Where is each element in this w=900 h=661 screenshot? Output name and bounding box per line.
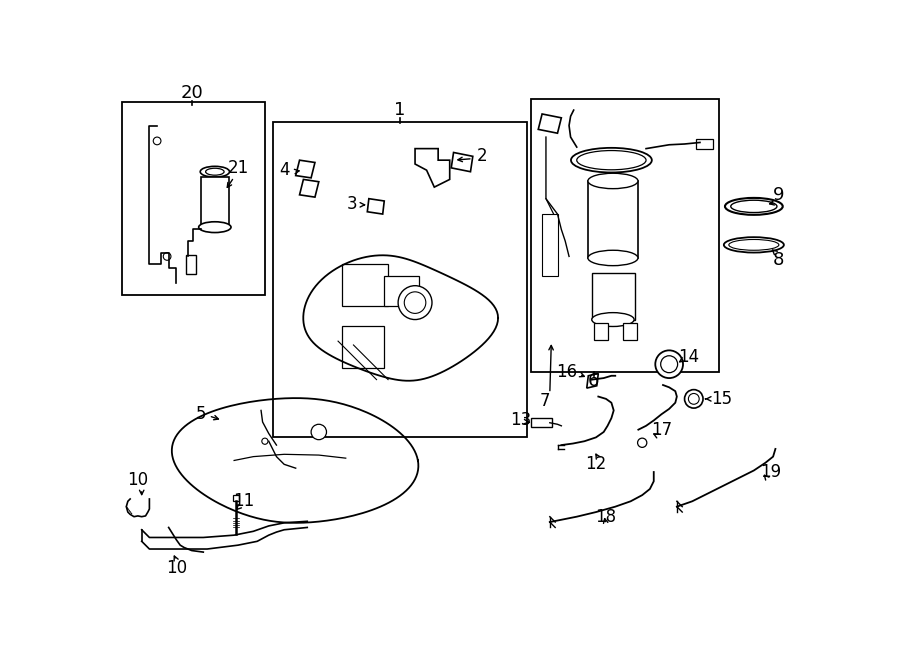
Ellipse shape bbox=[592, 313, 634, 327]
Ellipse shape bbox=[731, 200, 777, 213]
Text: 14: 14 bbox=[678, 348, 699, 366]
Bar bbox=[594, 323, 608, 340]
Polygon shape bbox=[296, 160, 315, 178]
Text: 10: 10 bbox=[166, 559, 187, 577]
Ellipse shape bbox=[725, 198, 783, 215]
Text: 19: 19 bbox=[760, 463, 781, 481]
Bar bbox=[592, 274, 634, 319]
Circle shape bbox=[153, 137, 161, 145]
Circle shape bbox=[637, 438, 647, 447]
Text: 8: 8 bbox=[773, 251, 784, 269]
Text: 1: 1 bbox=[394, 101, 405, 119]
Text: 6: 6 bbox=[588, 372, 599, 390]
Polygon shape bbox=[367, 199, 384, 214]
Polygon shape bbox=[538, 114, 562, 134]
Text: 7: 7 bbox=[539, 392, 550, 410]
Circle shape bbox=[163, 253, 171, 260]
Polygon shape bbox=[415, 149, 450, 187]
Polygon shape bbox=[587, 373, 599, 388]
Circle shape bbox=[661, 356, 678, 373]
Ellipse shape bbox=[199, 222, 231, 233]
Polygon shape bbox=[300, 179, 319, 197]
Bar bbox=[201, 177, 229, 227]
Bar bbox=[342, 326, 384, 368]
Bar bbox=[384, 276, 419, 307]
Circle shape bbox=[688, 393, 699, 405]
Circle shape bbox=[262, 438, 268, 444]
Bar bbox=[530, 418, 552, 428]
Text: 11: 11 bbox=[233, 492, 255, 510]
Text: 9: 9 bbox=[773, 186, 784, 204]
Bar bbox=[623, 323, 637, 340]
Text: 16: 16 bbox=[555, 363, 577, 381]
Text: 21: 21 bbox=[228, 159, 248, 177]
Text: 3: 3 bbox=[346, 195, 357, 213]
Text: 4: 4 bbox=[279, 161, 290, 179]
Bar bbox=[342, 264, 388, 307]
Bar bbox=[589, 181, 638, 258]
Ellipse shape bbox=[571, 148, 652, 173]
Text: 13: 13 bbox=[510, 410, 531, 429]
Text: 18: 18 bbox=[596, 508, 617, 525]
Ellipse shape bbox=[724, 237, 784, 253]
Bar bbox=[185, 255, 196, 274]
Bar bbox=[122, 102, 265, 295]
Ellipse shape bbox=[588, 251, 638, 266]
Polygon shape bbox=[451, 153, 472, 172]
Bar bbox=[232, 495, 239, 501]
Circle shape bbox=[398, 286, 432, 319]
Text: 12: 12 bbox=[585, 455, 607, 473]
Bar bbox=[542, 214, 557, 276]
Ellipse shape bbox=[200, 167, 230, 177]
Ellipse shape bbox=[729, 239, 778, 251]
Circle shape bbox=[685, 389, 703, 408]
Ellipse shape bbox=[205, 169, 224, 175]
Text: 15: 15 bbox=[712, 390, 733, 408]
Circle shape bbox=[404, 292, 426, 313]
Ellipse shape bbox=[577, 151, 646, 170]
Text: 20: 20 bbox=[180, 84, 203, 102]
Ellipse shape bbox=[588, 173, 638, 188]
Text: 10: 10 bbox=[127, 471, 148, 488]
Circle shape bbox=[655, 350, 683, 378]
Bar bbox=[696, 139, 713, 149]
Text: 2: 2 bbox=[477, 147, 488, 165]
Bar bbox=[530, 98, 719, 372]
Text: 5: 5 bbox=[195, 405, 206, 423]
Bar bbox=[273, 122, 526, 438]
Circle shape bbox=[311, 424, 327, 440]
Text: 17: 17 bbox=[651, 420, 672, 439]
